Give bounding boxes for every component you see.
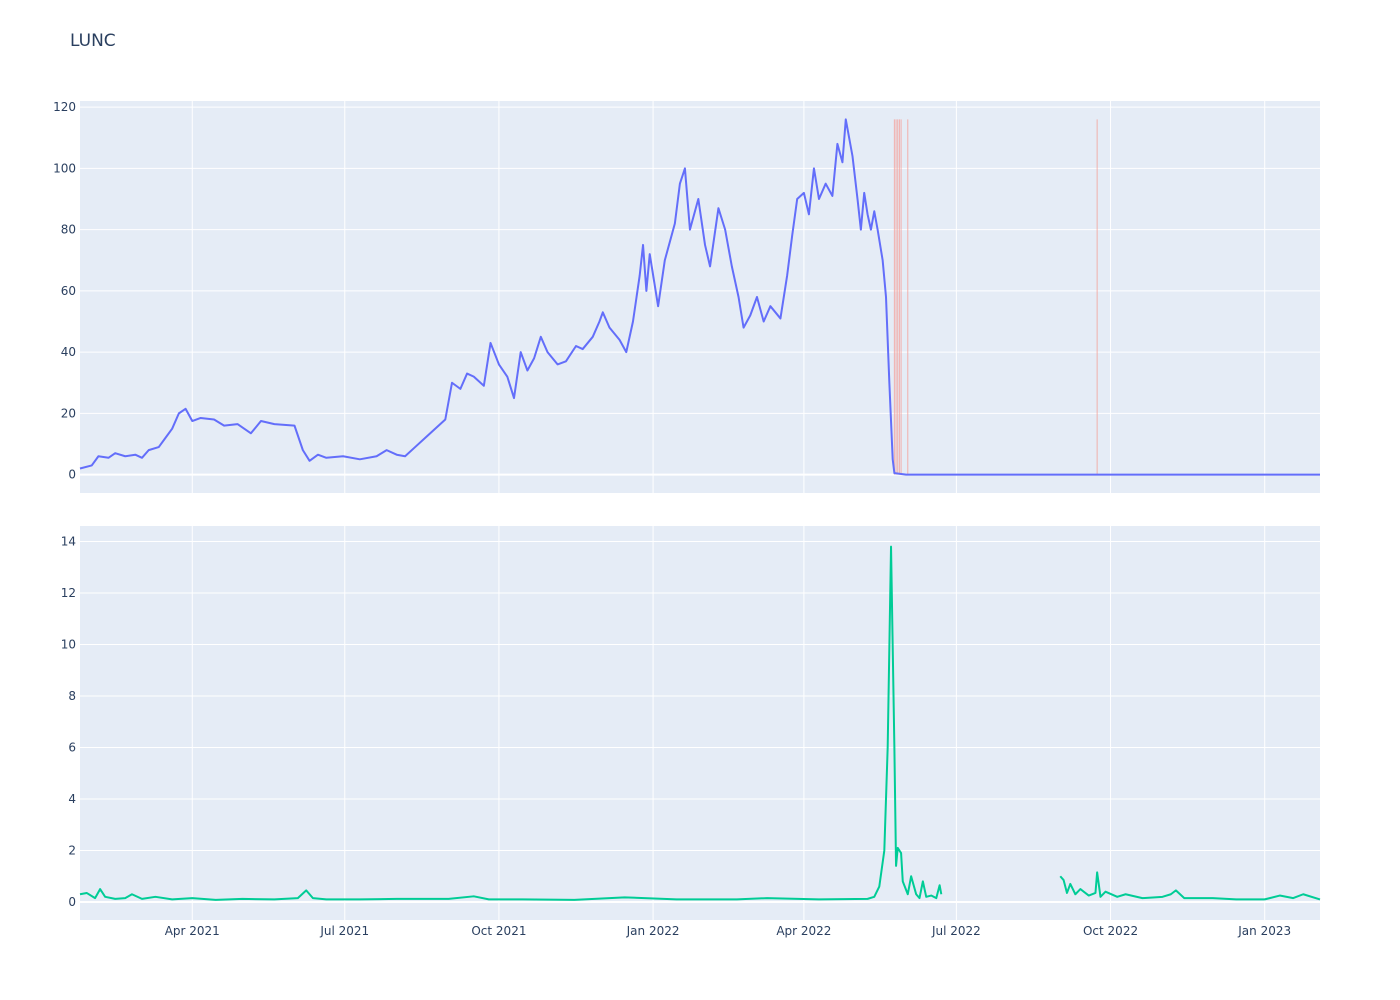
series-line-1-0-1 — [1059, 871, 1321, 901]
x-axis: Apr 2021 Jul 2021 Oct 2021 Jan 2022 Apr 2022… — [165, 924, 1291, 938]
y-tick-label-1-6: 12 — [61, 586, 76, 600]
y-tick-label-0-0: 0 — [68, 468, 76, 482]
y-tick-label-1-2: 4 — [68, 792, 76, 806]
y-tick-label-0-3: 60 — [61, 284, 76, 298]
y-tick-label-1-7: 14 — [61, 534, 76, 548]
plot-background-1 — [80, 526, 1320, 920]
x-tick-label-6: Oct 2022 — [1083, 924, 1138, 938]
y-tick-label-0-6: 120 — [53, 100, 76, 114]
chart-title: LUNC — [70, 31, 116, 51]
price-panel: 0 20 40 60 80 100 120 — [53, 100, 1320, 493]
x-tick-label-5: Jul 2022 — [931, 924, 981, 938]
x-tick-label-4: Apr 2022 — [776, 924, 831, 938]
x-tick-label-0: Apr 2021 — [165, 924, 220, 938]
y-tick-label-0-1: 20 — [61, 406, 76, 420]
plot-background-0 — [80, 101, 1320, 493]
x-tick-label-1: Jul 2021 — [319, 924, 369, 938]
x-tick-label-3: Jan 2022 — [626, 924, 680, 938]
y-tick-label-0-4: 80 — [61, 223, 76, 237]
y-tick-label-1-3: 6 — [68, 740, 76, 754]
volume-panel: 0 2 4 6 8 10 12 14 — [61, 526, 1321, 920]
y-tick-label-0-5: 100 — [53, 161, 76, 175]
series-line-0-0-0 — [79, 118, 1320, 476]
y-tick-label-0-2: 40 — [61, 345, 76, 359]
y-tick-label-1-5: 10 — [61, 637, 76, 651]
series-line-1-0-0 — [79, 545, 943, 901]
y-tick-label-1-4: 8 — [68, 689, 76, 703]
y-tick-label-1-1: 2 — [68, 843, 76, 857]
x-tick-label-2: Oct 2021 — [471, 924, 526, 938]
x-tick-label-7: Jan 2023 — [1237, 924, 1291, 938]
y-tick-label-1-0: 0 — [68, 895, 76, 909]
